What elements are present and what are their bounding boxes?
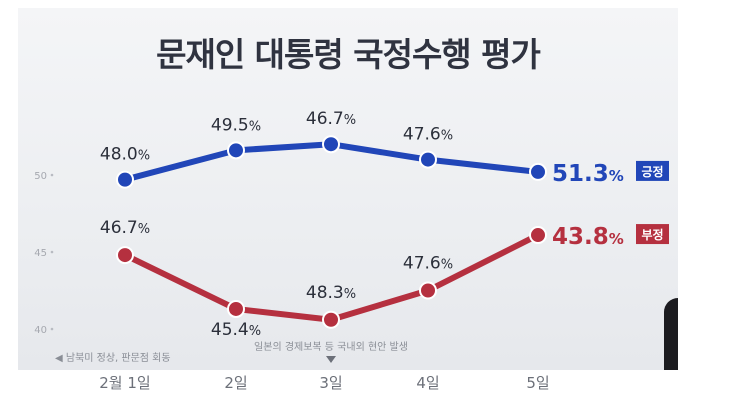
y-tick-mark — [50, 327, 54, 331]
data-point — [322, 135, 340, 154]
data-label: 45.4% — [211, 320, 261, 340]
y-tick-mark — [50, 173, 54, 177]
data-point — [322, 310, 340, 329]
annotation-note: ◀ 남북미 정상, 판문점 회동 — [55, 352, 171, 364]
data-point — [116, 246, 134, 265]
data-point — [529, 162, 547, 181]
badge-text: 긍정 — [641, 164, 663, 179]
badge-text: 부정 — [641, 227, 663, 242]
presenter-silhouette — [664, 298, 678, 370]
data-point — [116, 170, 134, 189]
data-label: 48.3% — [306, 283, 356, 303]
bottom-band — [0, 370, 741, 402]
annotation-note: 일본의 경제보복 등 국내외 현안 발생 — [254, 340, 408, 353]
data-label: 47.6% — [403, 125, 453, 145]
series-line-부정 — [122, 232, 541, 323]
x-tick-label: 2일 — [224, 374, 247, 392]
data-label: 46.7% — [100, 218, 150, 238]
y-tick-label: 45 — [34, 248, 47, 259]
data-point — [419, 281, 437, 300]
data-point — [529, 226, 547, 245]
final-value-label: 51.3% — [552, 161, 624, 187]
data-label: 48.0% — [100, 145, 150, 165]
data-point — [419, 150, 437, 169]
badge-부정 — [636, 224, 669, 245]
x-tick-label: 4일 — [416, 374, 439, 392]
data-label: 49.5% — [211, 115, 261, 135]
y-tick-label: 40 — [34, 325, 47, 336]
data-point — [227, 141, 245, 160]
y-tick-mark — [50, 250, 54, 254]
chart-panel: 문재인 대통령 국정수행 평가 — [18, 8, 678, 370]
data-point — [227, 299, 245, 318]
badge-긍정 — [636, 160, 669, 181]
chart-title: 문재인 대통령 국정수행 평가 — [156, 35, 541, 74]
x-tick-label: 3일 — [319, 374, 342, 392]
x-tick-label: 2월 1일 — [99, 374, 150, 392]
final-value-label: 43.8% — [552, 224, 624, 250]
annotation-arrow — [326, 356, 336, 363]
data-label: 46.7% — [306, 109, 356, 129]
x-tick-label: 5일 — [526, 374, 549, 392]
data-label: 47.6% — [403, 254, 453, 274]
y-tick-label: 50 — [34, 171, 47, 182]
